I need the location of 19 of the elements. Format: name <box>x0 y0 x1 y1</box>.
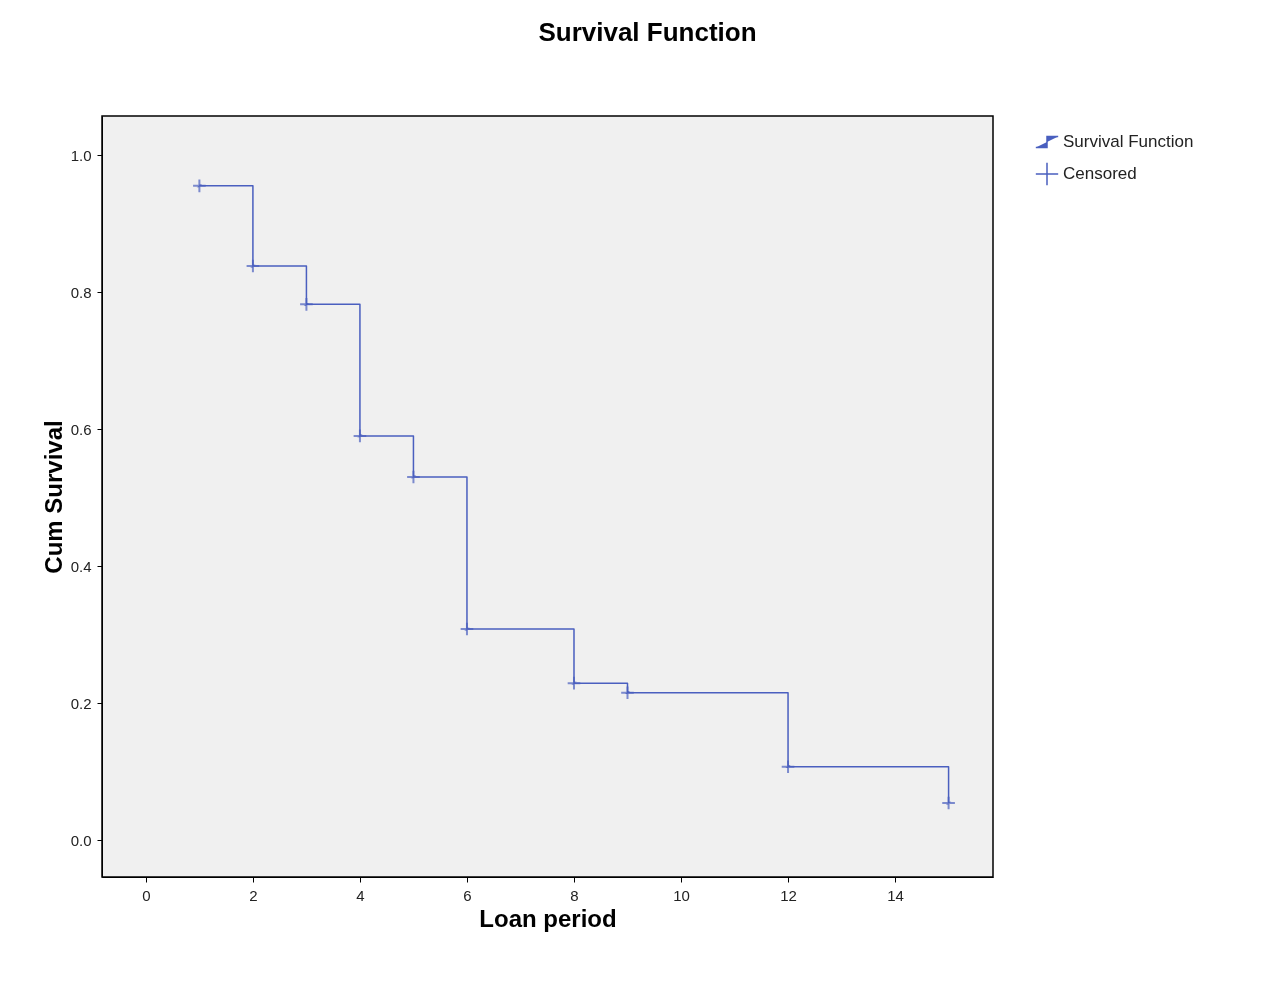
legend-label: Censored <box>1063 164 1137 183</box>
x-tick-label: 4 <box>356 886 365 904</box>
x-tick-label: 0 <box>142 886 151 904</box>
legend-label: Survival Function <box>1063 132 1194 151</box>
y-tick-label: 0.2 <box>70 694 92 712</box>
chart-title: Survival Function <box>538 17 757 47</box>
x-tick-label: 2 <box>249 886 258 904</box>
y-tick-label: 0.0 <box>70 831 92 849</box>
y-tick-label: 0.6 <box>70 420 92 438</box>
x-tick-label: 8 <box>570 886 579 904</box>
x-axis-title: Loan period <box>479 904 617 932</box>
x-tick-label: 10 <box>673 886 690 904</box>
x-tick-label: 14 <box>887 886 904 904</box>
x-tick-label: 12 <box>780 886 797 904</box>
x-tick-label: 6 <box>463 886 472 904</box>
y-tick-label: 1.0 <box>70 146 92 164</box>
y-axis-title: Cum Survival <box>39 420 67 574</box>
y-tick-label: 0.8 <box>70 283 92 301</box>
y-tick-label: 0.4 <box>70 557 92 575</box>
